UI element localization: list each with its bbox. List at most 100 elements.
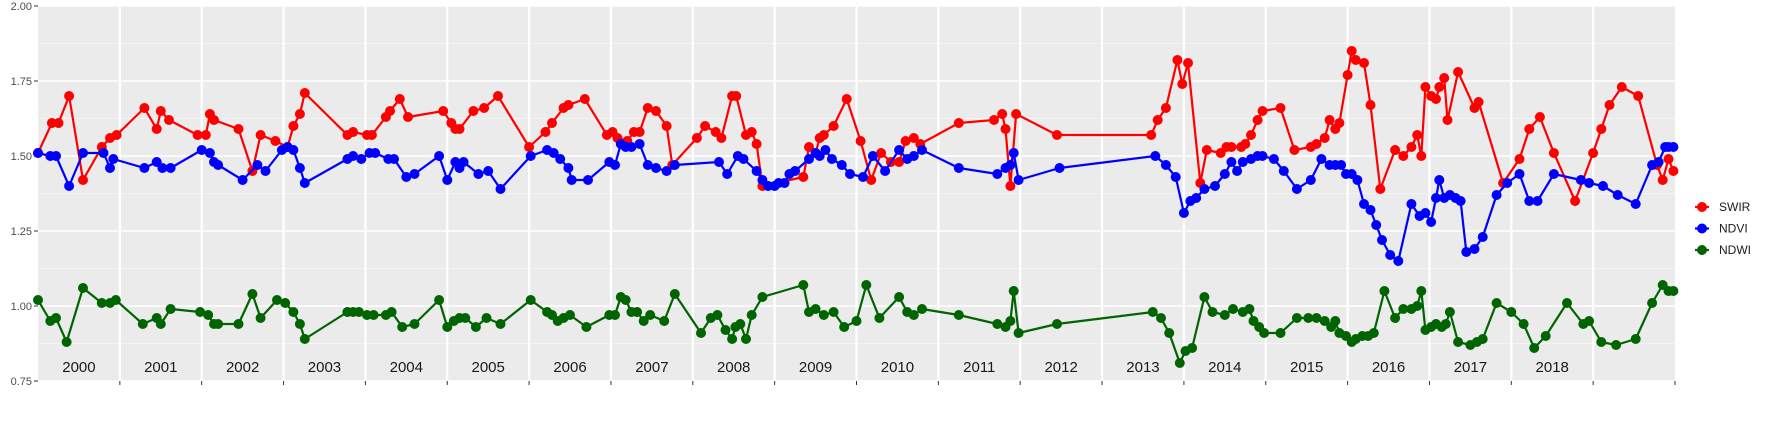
data-point xyxy=(741,334,751,344)
data-point xyxy=(288,145,299,155)
data-point xyxy=(348,127,359,137)
data-point xyxy=(483,166,494,176)
data-point xyxy=(1311,313,1322,323)
data-point xyxy=(280,298,291,308)
data-point xyxy=(563,163,574,173)
data-point xyxy=(1334,118,1345,128)
data-point xyxy=(1440,319,1451,329)
data-point xyxy=(751,139,762,149)
year-label: 2008 xyxy=(717,359,750,376)
data-point xyxy=(1406,142,1417,152)
data-point xyxy=(620,295,631,305)
legend-key-point xyxy=(1697,202,1707,212)
data-point xyxy=(908,310,919,320)
data-point xyxy=(1532,196,1543,206)
data-point xyxy=(1514,154,1525,164)
data-point xyxy=(213,160,224,170)
data-point xyxy=(581,322,592,332)
data-point xyxy=(1257,151,1268,161)
data-point xyxy=(1152,115,1163,125)
data-point xyxy=(1278,166,1289,176)
data-point xyxy=(1147,307,1158,317)
data-point xyxy=(953,163,964,173)
data-point xyxy=(1668,166,1679,176)
data-point xyxy=(78,175,88,185)
data-point xyxy=(547,118,557,128)
legend-label: SWIR xyxy=(1719,200,1751,214)
data-point xyxy=(470,322,481,332)
year-label: 2013 xyxy=(1126,359,1159,376)
data-point xyxy=(164,115,174,125)
data-point xyxy=(1570,196,1581,206)
data-point xyxy=(460,313,471,323)
data-point xyxy=(524,142,535,152)
data-point xyxy=(642,103,653,113)
y-tick-label: 1.75 xyxy=(11,76,32,88)
data-point xyxy=(1005,316,1016,326)
data-point xyxy=(294,163,305,173)
data-point xyxy=(270,136,281,146)
data-point xyxy=(867,151,878,161)
data-point xyxy=(78,283,88,293)
data-point xyxy=(908,133,919,143)
year-label: 2003 xyxy=(308,359,341,376)
data-point xyxy=(1365,205,1376,215)
series-swir xyxy=(33,46,1679,206)
data-point xyxy=(818,310,829,320)
data-point xyxy=(1453,337,1464,347)
data-point xyxy=(1350,55,1361,65)
data-point xyxy=(409,169,420,179)
data-point xyxy=(858,172,868,182)
data-point xyxy=(992,169,1003,179)
data-point xyxy=(1170,172,1181,182)
data-point xyxy=(294,319,305,329)
data-point xyxy=(746,127,757,137)
data-point xyxy=(1219,169,1230,179)
data-point xyxy=(818,130,829,140)
data-point xyxy=(642,160,653,170)
data-point xyxy=(394,94,405,104)
data-point xyxy=(1506,307,1517,317)
data-point xyxy=(1529,343,1540,353)
data-point xyxy=(1431,193,1441,203)
data-point xyxy=(386,307,397,317)
data-point xyxy=(810,304,821,314)
data-point xyxy=(434,151,445,161)
data-point xyxy=(661,121,672,131)
data-point xyxy=(1150,151,1161,161)
data-point xyxy=(820,145,831,155)
data-point xyxy=(1588,148,1599,158)
data-point xyxy=(826,154,837,164)
data-point xyxy=(1398,151,1409,161)
series-layer xyxy=(33,46,1679,368)
data-point xyxy=(669,160,680,170)
data-point xyxy=(1199,292,1210,302)
y-axis: 0.75 1.00 1.25 1.50 1.75 2.00 xyxy=(11,1,1676,388)
data-point xyxy=(1246,130,1256,140)
data-point xyxy=(356,154,367,164)
data-point xyxy=(1191,193,1202,203)
data-point xyxy=(1291,184,1302,194)
year-label: 2006 xyxy=(553,359,586,376)
y-tick-label: 0.75 xyxy=(11,376,32,388)
data-point xyxy=(1352,175,1363,185)
data-point xyxy=(139,163,150,173)
data-point xyxy=(366,130,377,140)
data-point xyxy=(255,313,266,323)
data-point xyxy=(1663,154,1674,164)
data-point xyxy=(64,181,75,191)
data-point xyxy=(1008,148,1019,158)
data-point xyxy=(610,310,620,320)
data-point xyxy=(1172,55,1183,65)
data-point xyxy=(746,310,757,320)
data-point xyxy=(108,154,119,164)
data-point xyxy=(790,166,801,176)
data-point xyxy=(1346,46,1357,56)
year-labels: 2000 2001 2002 2003 2004 2005 2006 2007 2008 2009… xyxy=(62,359,1569,376)
data-point xyxy=(917,145,927,155)
data-point xyxy=(894,145,905,155)
data-point xyxy=(610,160,620,170)
data-point xyxy=(1226,157,1237,167)
y-tick-label: 1.50 xyxy=(11,151,32,163)
data-point xyxy=(288,307,299,317)
